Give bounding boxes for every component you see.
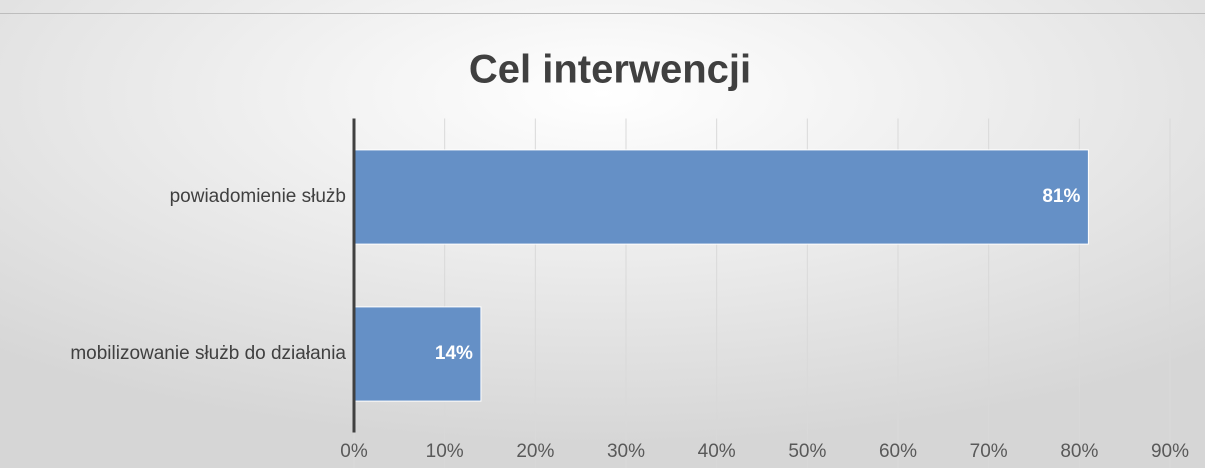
x-tick-label: 70% bbox=[970, 441, 1008, 462]
data-label: 14% bbox=[435, 343, 473, 364]
x-tick-label: 80% bbox=[1060, 441, 1098, 462]
bar bbox=[353, 149, 1089, 245]
x-tick-label: 30% bbox=[607, 441, 645, 462]
y-tick-label: powiadomienie służb bbox=[170, 186, 346, 207]
y-tick-label: mobilizowanie służb do działania bbox=[70, 343, 346, 364]
x-tick-label: 40% bbox=[698, 441, 736, 462]
bar bbox=[353, 306, 482, 402]
chart-title: Cel interwencji bbox=[469, 48, 751, 92]
x-tick-label: 60% bbox=[879, 441, 917, 462]
x-tick-label: 20% bbox=[516, 441, 554, 462]
x-tick-label: 0% bbox=[340, 441, 368, 462]
x-tick-label: 10% bbox=[426, 441, 464, 462]
x-tick-label: 90% bbox=[1151, 441, 1189, 462]
data-label: 81% bbox=[1042, 186, 1080, 207]
x-tick-label: 50% bbox=[788, 441, 826, 462]
